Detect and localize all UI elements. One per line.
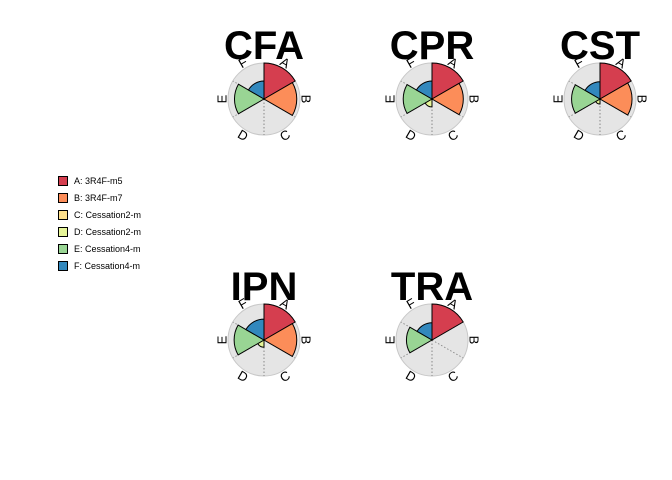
category-label-cst-d: D xyxy=(571,127,587,145)
panel-title-tra: TRA xyxy=(391,265,473,309)
wedge-cpr-a xyxy=(431,62,464,100)
wedge-ipn-f xyxy=(245,318,265,341)
legend-swatch-d xyxy=(58,226,68,237)
category-label-tra-c: C xyxy=(445,368,461,386)
legend-item-d: D: Cessation2-m xyxy=(58,223,148,240)
wedge-cfa-f xyxy=(247,80,265,100)
category-label-cfa-e: E xyxy=(215,94,230,103)
wedge-tra-e xyxy=(406,326,434,354)
legend-item-b: B: 3R4F-m7 xyxy=(58,189,148,206)
category-label-cfa-d: D xyxy=(235,127,251,145)
wedge-cpr-b xyxy=(431,82,464,116)
panel-title-cpr: CPR xyxy=(390,24,475,68)
category-label-cfa-c: C xyxy=(277,127,293,145)
wedge-tra-a xyxy=(431,303,464,341)
legend-label-b: B: 3R4F-m7 xyxy=(74,192,123,203)
legend: A: 3R4F-m5 B: 3R4F-m7 C: Cessation2-m D:… xyxy=(58,172,148,274)
category-label-ipn-b: B xyxy=(299,336,314,345)
category-label-cst-c: C xyxy=(613,127,629,145)
panel-title-cst: CST xyxy=(560,24,640,68)
legend-swatch-c xyxy=(58,209,68,220)
wedge-ipn-e xyxy=(233,324,266,356)
wedge-ipn-b xyxy=(263,322,298,358)
wedge-tra-f xyxy=(416,322,433,341)
category-label-cst-e: E xyxy=(551,94,566,103)
legend-label-c: C: Cessation2-m xyxy=(74,209,142,220)
category-label-cpr-e: E xyxy=(383,94,398,103)
legend-item-c: C: Cessation2-m xyxy=(58,206,148,223)
panel-title-cfa: CFA xyxy=(224,24,304,68)
wedge-cpr-e xyxy=(402,83,433,115)
category-label-ipn-d: D xyxy=(235,368,251,386)
legend-item-f: F: Cessation4-m xyxy=(58,257,148,274)
legend-label-d: D: Cessation2-m xyxy=(74,226,142,237)
category-label-cpr-d: D xyxy=(403,127,419,145)
legend-swatch-a xyxy=(58,175,68,186)
legend-swatch-f xyxy=(58,260,68,271)
wedge-cst-f xyxy=(584,81,601,100)
category-label-cfa-b: B xyxy=(299,95,314,104)
legend-swatch-b xyxy=(58,192,68,203)
category-label-tra-e: E xyxy=(383,335,398,344)
category-label-ipn-c: C xyxy=(277,368,293,386)
spoke-tra xyxy=(431,339,464,359)
wedge-cfa-b xyxy=(263,81,298,117)
wedge-cst-a xyxy=(599,62,632,100)
wedge-cst-e xyxy=(571,84,602,114)
category-label-tra-b: B xyxy=(467,336,482,345)
legend-swatch-e xyxy=(58,243,68,254)
category-label-cpr-b: B xyxy=(467,95,482,104)
panel-title-ipn: IPN xyxy=(231,265,298,309)
legend-label-f: F: Cessation4-m xyxy=(74,260,141,271)
legend-item-e: E: Cessation4-m xyxy=(58,240,148,257)
category-label-cpr-c: C xyxy=(445,127,461,145)
legend-label-a: A: 3R4F-m5 xyxy=(74,175,123,186)
wedge-cst-b xyxy=(598,82,633,116)
category-label-ipn-e: E xyxy=(215,335,230,344)
legend-label-e: E: Cessation4-m xyxy=(74,243,141,254)
category-label-tra-d: D xyxy=(403,368,419,386)
wedge-cpr-f xyxy=(415,80,433,100)
wedge-cfa-e xyxy=(234,83,266,115)
wedge-ipn-a xyxy=(263,303,296,341)
category-label-cst-b: B xyxy=(635,95,650,104)
wedge-cfa-a xyxy=(263,62,296,100)
legend-item-a: A: 3R4F-m5 xyxy=(58,172,148,189)
